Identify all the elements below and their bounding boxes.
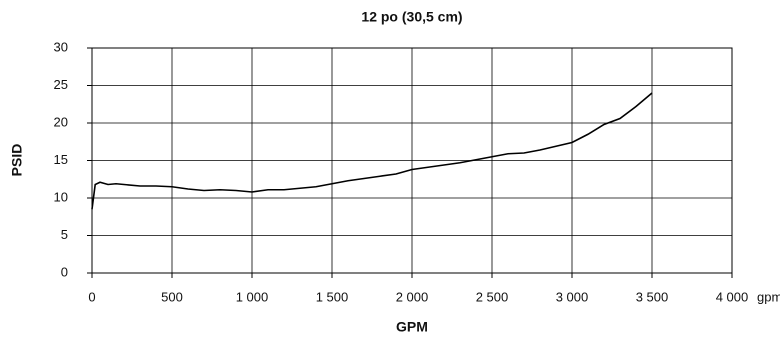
y-tick-label: 15 xyxy=(54,152,68,167)
y-tick-label: 0 xyxy=(61,264,68,279)
y-tick-label: 20 xyxy=(54,114,68,129)
x-axis-label: GPM xyxy=(396,319,428,335)
y-tick-label: 5 xyxy=(61,227,68,242)
plot-frame xyxy=(91,47,733,274)
x-tick-label: 1 000 xyxy=(236,289,269,304)
y-tick-label: 10 xyxy=(54,189,68,204)
x-tick-label: 500 xyxy=(161,289,183,304)
data-line xyxy=(91,92,653,210)
y-axis-label: PSID xyxy=(9,144,25,177)
x-tick-label: 3 000 xyxy=(556,289,589,304)
x-tick-label: 3 500 xyxy=(636,289,669,304)
x-tick-label: 0 xyxy=(88,289,95,304)
y-tick-label: 25 xyxy=(54,77,68,92)
x-tick-label: 2 500 xyxy=(476,289,509,304)
x-tick-label: 1 500 xyxy=(316,289,349,304)
x-unit: gpm xyxy=(757,289,780,304)
chart-title: 12 po (30,5 cm) xyxy=(361,9,462,25)
y-tick-label: 30 xyxy=(54,39,68,54)
x-tick-label: 2 000 xyxy=(396,289,429,304)
x-tick-label: 4 000 xyxy=(716,289,749,304)
